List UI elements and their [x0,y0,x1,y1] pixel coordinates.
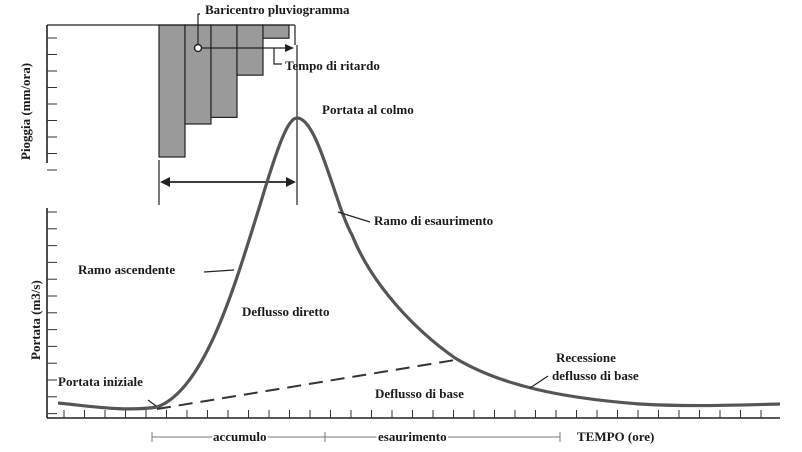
discharge-curve [57,116,781,411]
rain-bar [262,24,290,39]
hyetograph: Baricentro pluviogramma Tempo di ritardo… [18,2,380,171]
accumulation-arrowhead-right [286,177,296,187]
hydrograph-plot: Portata al colmo Ramo di esaurimento Ram… [28,102,781,419]
centroid-leader [197,13,200,44]
lag-label: Tempo di ritardo [285,58,380,73]
flow-y-ticks [47,211,57,415]
recession-limb-label: Ramo di esaurimento [374,213,493,228]
rain-bar [210,24,238,119]
centroid-label: Baricentro pluviogramma [205,2,350,17]
rising-limb-label: Ramo ascendente [78,262,175,277]
rain-bars [158,24,290,158]
baseflow-separation-line [156,359,456,410]
initial-flow-leader [147,399,157,407]
direct-runoff-label: Deflusso diretto [242,304,330,319]
baseflow-recession-label-line1: Recessione [556,350,616,365]
flow-y-label: Portata (m3/s) [28,280,43,360]
centroid-marker [193,43,203,53]
time-x-label: TEMPO (ore) [577,429,654,444]
baseflow-recession-label-line2: deflusso di base [552,368,639,383]
rain-y-label: Pioggia (mm/ora) [18,63,33,160]
baseflow-recession-leader [529,375,549,389]
peak-label: Portata al colmo [322,102,414,117]
lag-arrowhead [285,44,294,52]
accumulation-phase-label: accumulo [213,429,266,444]
baseflow-label: Deflusso di base [375,386,464,401]
initial-flow-label: Portata iniziale [58,374,143,389]
time-x-ticks [63,410,762,418]
phase-bar: accumulo esaurimento TEMPO (ore) [151,427,654,446]
rain-y-ticks [47,37,57,171]
rain-bar [158,24,186,158]
lag-leader [273,48,282,65]
rain-bar [236,24,264,76]
depletion-phase-label: esaurimento [378,429,447,444]
recession-limb-leader [337,211,371,223]
accumulation-time-indicator [158,45,298,205]
rising-limb-leader [203,269,235,273]
accumulation-arrowhead-left [160,177,170,187]
